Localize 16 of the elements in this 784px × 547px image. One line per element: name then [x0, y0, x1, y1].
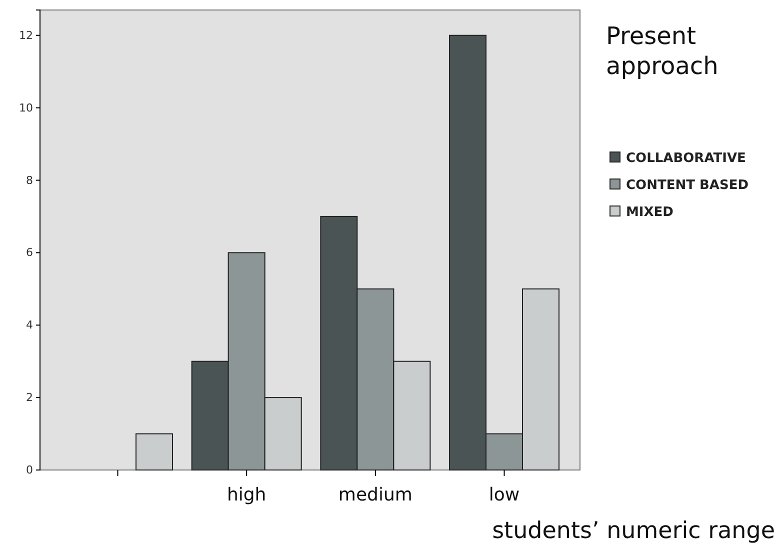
legend-label: COLLABORATIVE — [626, 151, 746, 166]
x-axis-title: students’ numeric range — [492, 518, 775, 544]
y-tick-label: 2 — [26, 391, 33, 404]
x-tick-label: medium — [338, 484, 412, 506]
legend-label: MIXED — [626, 205, 674, 220]
y-tick-label: 8 — [26, 174, 33, 187]
y-tick-label: 4 — [26, 318, 33, 332]
y-tick-label: 6 — [26, 246, 33, 260]
legend-title: Present approach — [606, 22, 718, 80]
bar — [136, 433, 174, 470]
y-tick-label: 10 — [19, 101, 33, 114]
y-tick-label: 12 — [19, 28, 33, 42]
x-tick-label: low — [488, 484, 520, 506]
legend-label: CONTENT BASED — [626, 178, 749, 193]
y-tick-label: 0 — [26, 464, 33, 477]
x-tick-label: high — [226, 484, 266, 506]
